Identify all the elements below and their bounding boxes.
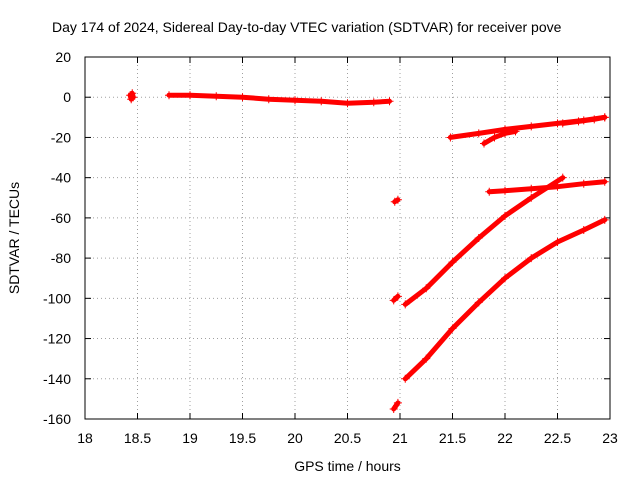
y-tick-label: -100 — [43, 290, 71, 306]
series-arc-1 — [126, 89, 138, 104]
x-tick-label: 23 — [602, 430, 618, 446]
data-point — [579, 179, 588, 188]
data-point — [527, 193, 536, 202]
x-tick-label: 22.5 — [544, 430, 571, 446]
data-point — [600, 215, 609, 224]
data-point — [501, 211, 509, 220]
data-point — [127, 95, 136, 104]
series-arc-9 — [480, 127, 520, 148]
y-axis-label: SDTVAR / TECUs — [6, 182, 22, 294]
data-point — [527, 254, 536, 263]
data-point — [501, 274, 509, 283]
series-line — [402, 217, 608, 382]
data-point — [446, 133, 455, 142]
data-point — [212, 92, 221, 101]
data-point — [527, 184, 536, 193]
data-point — [485, 187, 494, 196]
data-point — [393, 195, 402, 204]
data-point — [448, 258, 457, 267]
data-point — [579, 225, 588, 234]
data-point — [474, 298, 483, 307]
chart-title: Day 174 of 2024, Sidereal Day-to-day VTE… — [52, 19, 562, 35]
y-tick-label: 20 — [55, 49, 71, 65]
series-line — [402, 175, 566, 307]
data-point — [553, 182, 562, 191]
series-line — [481, 128, 518, 146]
data-point — [501, 129, 509, 138]
data-point — [369, 98, 378, 107]
data-point — [558, 119, 567, 128]
data-point — [527, 122, 536, 131]
x-tick-label: 19 — [182, 430, 198, 446]
x-axis-label: GPS time / hours — [294, 458, 401, 474]
x-tick-label: 20 — [287, 430, 303, 446]
series-arc-3 — [390, 195, 402, 206]
data-point — [511, 127, 520, 136]
data-point — [401, 374, 410, 383]
series-arc-7 — [401, 215, 609, 383]
data-point — [129, 93, 138, 102]
y-tick-label: -140 — [43, 371, 71, 387]
y-tick-label: -80 — [51, 250, 71, 266]
data-point — [291, 96, 299, 105]
series-arc-8 — [446, 113, 609, 142]
series-line — [391, 293, 401, 303]
data-point — [448, 324, 457, 333]
data-point — [389, 404, 398, 413]
series-arc-6 — [401, 173, 567, 309]
data-point — [422, 354, 431, 363]
data-point — [501, 186, 509, 195]
data-point — [474, 129, 483, 138]
series-arc-10 — [558, 113, 609, 128]
data-point — [393, 292, 402, 301]
data-point — [317, 97, 326, 106]
data-point — [553, 238, 562, 247]
series-line — [391, 400, 401, 412]
data-point — [401, 300, 410, 309]
data-point — [558, 173, 567, 182]
data-point — [422, 284, 431, 293]
y-tick-label: -40 — [51, 170, 71, 186]
data-point — [343, 99, 352, 108]
y-tick-label: -60 — [51, 210, 71, 226]
x-tick-label: 18 — [77, 430, 93, 446]
y-tick-label: -120 — [43, 331, 71, 347]
data-point — [264, 95, 273, 104]
data-point — [128, 89, 137, 98]
data-point — [393, 398, 402, 407]
axis-ticks: 18 18.5 19 19.5 20 20.5 21 21.5 22 22.5 23 20 0 -20 -4… — [43, 49, 618, 446]
data-point — [389, 296, 398, 305]
data-point — [238, 93, 247, 102]
data-point — [600, 177, 609, 186]
data-point — [186, 91, 194, 100]
y-tick-label: -20 — [51, 129, 71, 145]
data-point — [385, 97, 394, 106]
data-series — [126, 89, 609, 413]
x-tick-label: 21 — [392, 430, 408, 446]
series-arc-5 — [389, 398, 402, 413]
y-tick-label: 0 — [63, 89, 71, 105]
series-arc-4 — [389, 292, 402, 305]
x-tick-label: 20.5 — [334, 430, 361, 446]
y-tick-label: -160 — [43, 411, 71, 427]
x-tick-label: 19.5 — [229, 430, 256, 446]
series-line — [560, 114, 608, 126]
data-point — [600, 113, 609, 122]
series-arc-11 — [485, 177, 609, 196]
data-point — [480, 139, 488, 148]
series-arc-2 — [165, 91, 394, 108]
data-point — [574, 117, 583, 126]
data-point — [590, 115, 599, 124]
data-point — [474, 234, 483, 242]
grid — [85, 57, 610, 419]
data-point — [165, 91, 173, 100]
x-tick-label: 22 — [497, 430, 513, 446]
data-point — [490, 133, 499, 142]
x-tick-label: 21.5 — [439, 430, 466, 446]
series-line — [166, 92, 392, 106]
x-tick-label: 18.5 — [124, 430, 151, 446]
